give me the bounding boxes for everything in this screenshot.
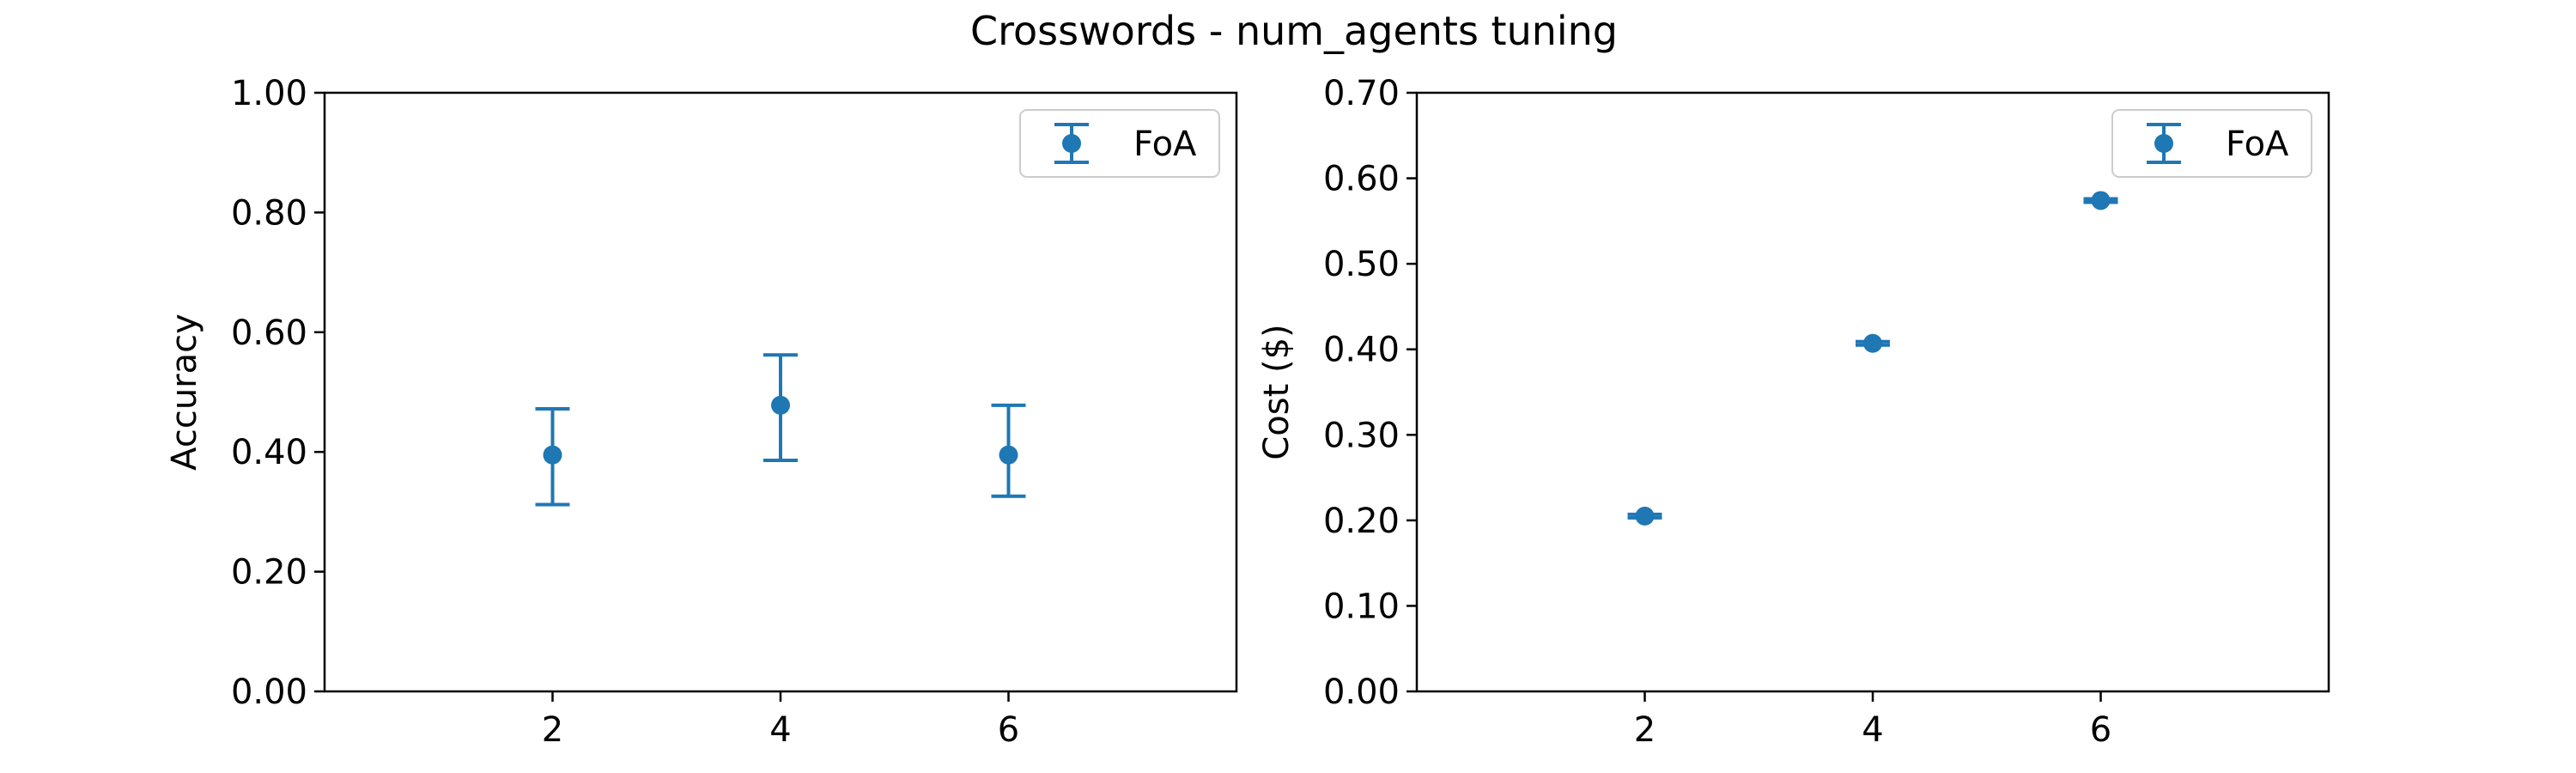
x-tick-label: 6 — [998, 710, 1019, 750]
y-tick-label: 1.00 — [231, 74, 307, 113]
legend-marker-icon — [2154, 134, 2173, 153]
y-tick-label: 0.00 — [231, 673, 307, 712]
y-tick-label: 0.60 — [231, 313, 307, 353]
data-point — [2091, 191, 2111, 210]
legend-label: FoA — [1133, 125, 1197, 164]
y-axis-label: Cost ($) — [1257, 324, 1297, 460]
data-point — [999, 445, 1018, 465]
y-tick-label: 0.40 — [231, 433, 307, 472]
y-tick-label: 0.00 — [1323, 673, 1400, 712]
data-point — [1635, 506, 1655, 526]
legend-marker-icon — [1062, 134, 1081, 153]
x-tick-label: 4 — [769, 710, 791, 750]
x-tick-label: 2 — [542, 710, 563, 750]
y-tick-label: 0.10 — [1323, 587, 1400, 626]
y-tick-label: 0.20 — [1323, 502, 1400, 541]
y-axis-label: Accuracy — [165, 313, 204, 471]
y-tick-label: 0.50 — [1323, 245, 1400, 284]
data-point — [1863, 333, 1882, 353]
accuracy-chart: 0.00 0.20 0.40 0.60 0.80 1.00 2 4 6 Accuracy FoA — [165, 74, 1238, 750]
x-tick-label: 4 — [1862, 710, 1883, 750]
y-tick-label: 0.40 — [1323, 331, 1400, 370]
legend-label: FoA — [2226, 125, 2289, 164]
plot-frame — [1415, 91, 2330, 693]
x-tick-label: 6 — [2090, 710, 2111, 750]
y-tick-label: 0.20 — [231, 553, 307, 593]
y-tick-label: 0.60 — [1323, 160, 1400, 199]
x-tick-label: 2 — [1634, 710, 1656, 750]
cost-chart: 0.00 0.10 0.20 0.30 0.40 0.50 0.60 0.70 2 4 6 Cost … — [1257, 74, 2330, 750]
y-tick-label: 0.70 — [1323, 74, 1400, 113]
figure-title: Crosswords - num_agents tuning — [970, 8, 1618, 54]
data-point — [771, 395, 790, 415]
y-tick-label: 0.80 — [231, 193, 307, 233]
y-tick-label: 0.30 — [1323, 416, 1400, 455]
data-point — [543, 445, 562, 465]
